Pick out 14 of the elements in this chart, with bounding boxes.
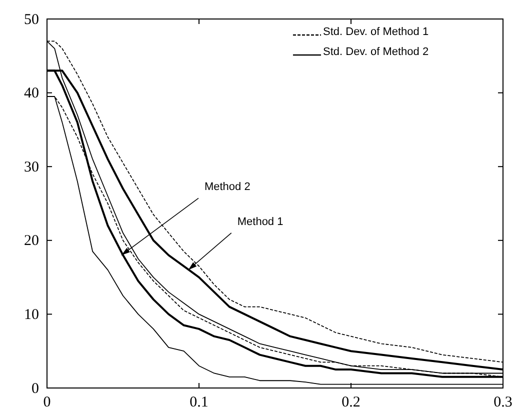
legend-label: Std. Dev. of Method 2 [323, 46, 429, 58]
y-tick-label: 0 [32, 380, 39, 397]
y-tick-label: 30 [24, 159, 39, 176]
x-tick-label: 0 [43, 394, 51, 411]
y-tick-label: 20 [24, 233, 39, 250]
y-tick-label: 10 [24, 307, 39, 323]
legend-label: Std. Dev. of Method 1 [323, 26, 429, 38]
y-tick-label: 40 [24, 86, 39, 102]
x-tick-label: 0.1 [190, 394, 208, 411]
annotation: Method 1 [237, 216, 284, 228]
x-tick-label: 0.3 [494, 394, 512, 411]
x-tick-label: 0.2 [342, 394, 360, 411]
annotation: Method 2 [204, 181, 250, 194]
y-tick-label: 50 [24, 12, 39, 28]
